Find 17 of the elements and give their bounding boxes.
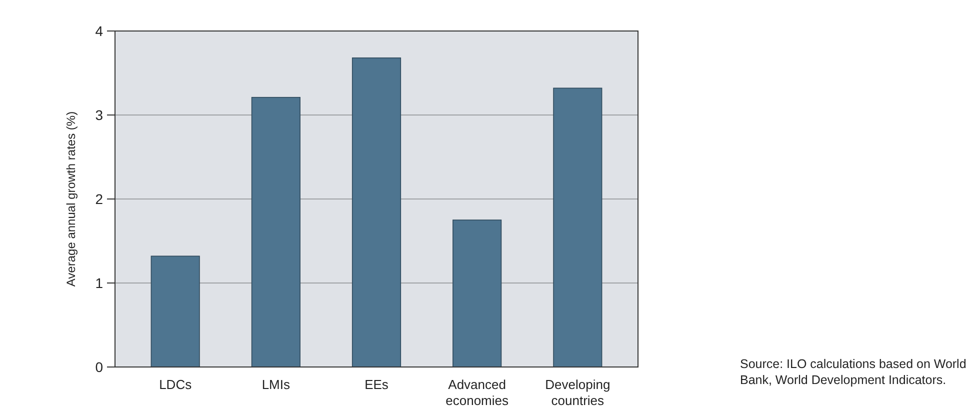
- y-tick-label: 1: [95, 274, 104, 291]
- y-axis-title: Average annual growth rates (%): [64, 111, 78, 287]
- bar: [553, 88, 602, 368]
- x-tick-label: EEs: [364, 377, 389, 392]
- y-tick-label: 0: [95, 358, 104, 375]
- source-note: Source: ILO calculations based on World Bank, World Development Indicators.: [740, 357, 966, 387]
- bar: [251, 96, 300, 368]
- y-tick-label: 3: [95, 106, 104, 123]
- y-tick-label: 2: [95, 190, 104, 207]
- y-tick-label: 4: [95, 22, 104, 39]
- x-tick-label: Developing countries: [545, 377, 610, 408]
- bar: [452, 220, 502, 368]
- bar: [150, 256, 200, 368]
- bar: [352, 57, 402, 368]
- x-tick-label: LDCs: [159, 377, 192, 392]
- x-tick-label: Advanced economies: [446, 377, 510, 408]
- x-tick-label: LMIs: [262, 377, 291, 392]
